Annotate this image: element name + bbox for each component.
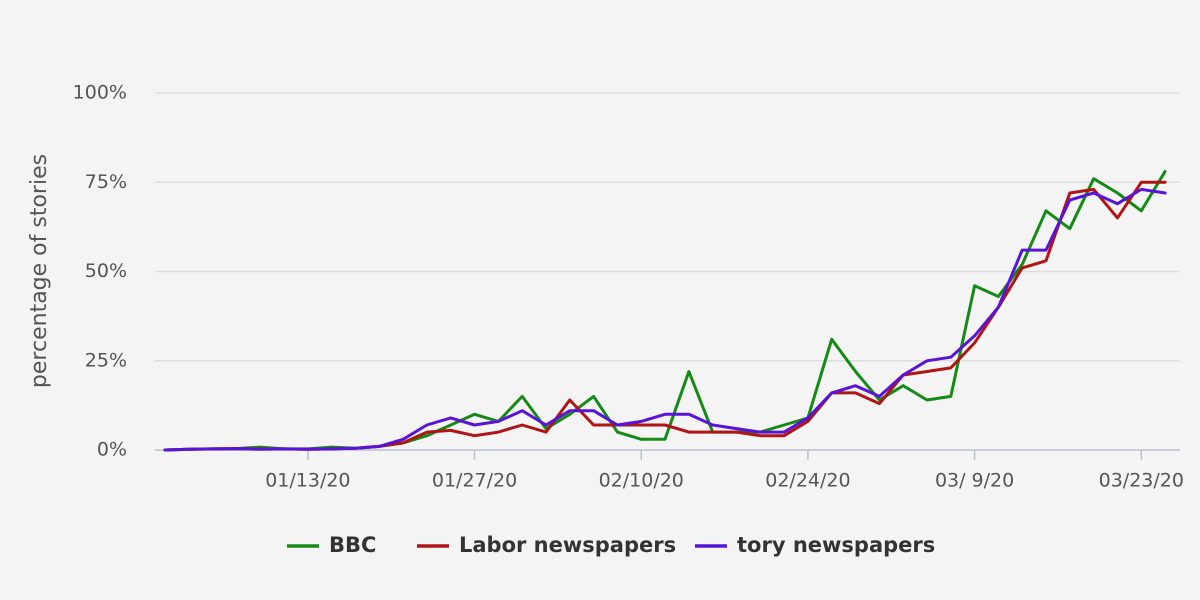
x-tick-label: 03/23/20 xyxy=(1099,470,1184,492)
y-tick-label: 25% xyxy=(85,349,127,371)
y-tick-label: 75% xyxy=(85,171,127,193)
y-axis-label: percentage of stories xyxy=(27,154,52,388)
legend-label: BBC xyxy=(329,533,376,557)
y-tick-label: 0% xyxy=(97,439,127,461)
series-line xyxy=(163,187,1167,452)
x-tick-label: 01/27/20 xyxy=(432,470,517,492)
y-tick-label: 50% xyxy=(85,260,127,282)
y-tick-label: 100% xyxy=(73,82,127,104)
x-tick-label: 01/13/20 xyxy=(265,470,350,492)
x-tick-label: 02/24/20 xyxy=(765,470,850,492)
series-line xyxy=(163,170,1167,452)
x-tick-label: 03/ 9/20 xyxy=(935,470,1014,492)
legend-label: tory newspapers xyxy=(737,533,935,557)
x-tick-label: 02/10/20 xyxy=(599,470,684,492)
legend-label: Labor newspapers xyxy=(459,533,676,557)
